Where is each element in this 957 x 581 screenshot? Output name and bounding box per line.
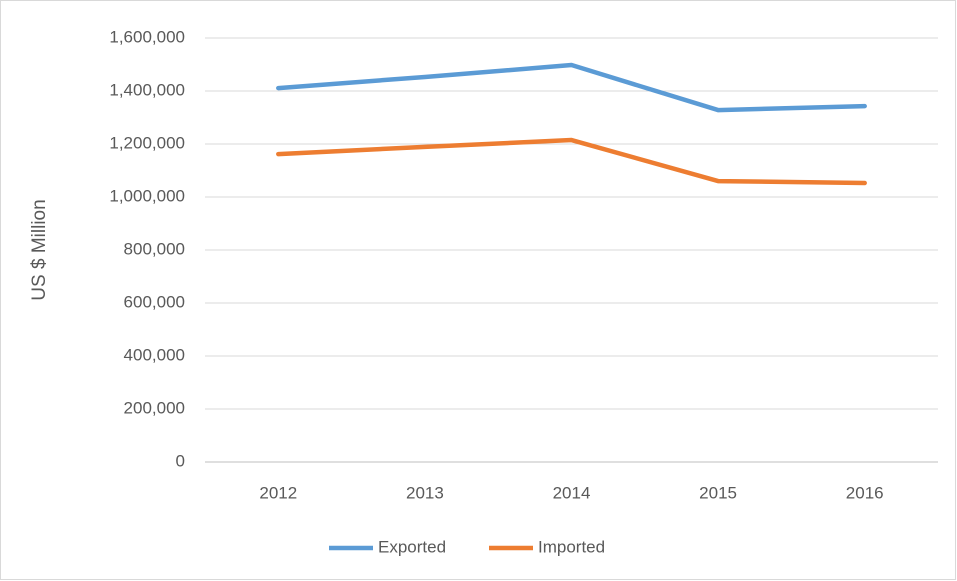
y-tick-label: 0 <box>176 451 185 470</box>
series-line <box>276 62 867 113</box>
series-line <box>276 137 867 186</box>
y-axis-label: US $ Million <box>29 199 50 300</box>
y-tick-label: 400,000 <box>124 345 185 364</box>
x-tick-label: 2013 <box>406 483 444 502</box>
x-tick-label: 2015 <box>699 483 737 502</box>
x-tick-label: 2012 <box>259 483 297 502</box>
y-tick-label: 1,200,000 <box>109 133 185 152</box>
y-tick-label: 1,400,000 <box>109 80 185 99</box>
y-tick-label: 200,000 <box>124 398 185 417</box>
y-tick-label: 1,600,000 <box>109 27 185 46</box>
x-tick-label: 2016 <box>846 483 884 502</box>
legend-label: Exported <box>378 537 446 556</box>
y-tick-label: 800,000 <box>124 239 185 258</box>
legend-label: Imported <box>538 537 605 556</box>
y-tick-label: 1,000,000 <box>109 186 185 205</box>
y-tick-label: 600,000 <box>124 292 185 311</box>
x-tick-label: 2014 <box>553 483 591 502</box>
